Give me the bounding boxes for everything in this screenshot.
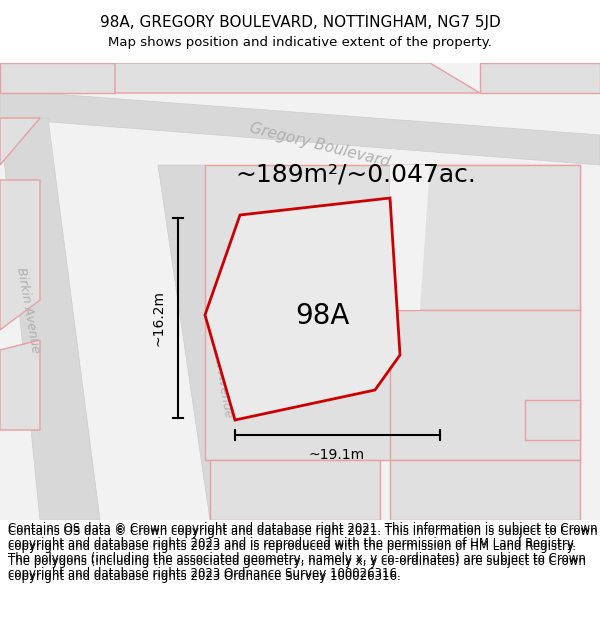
Polygon shape [0,63,115,93]
Polygon shape [525,400,580,440]
Text: ~189m²/~0.047ac.: ~189m²/~0.047ac. [235,163,476,187]
Text: Contains OS data © Crown copyright and database right 2021. This information is : Contains OS data © Crown copyright and d… [8,525,598,583]
Text: 98A, GREGORY BOULEVARD, NOTTINGHAM, NG7 5JD: 98A, GREGORY BOULEVARD, NOTTINGHAM, NG7 … [100,15,500,30]
Text: Kirk Avenue: Kirk Avenue [209,342,235,418]
Text: 98A: 98A [295,301,350,329]
Polygon shape [0,63,600,520]
Polygon shape [0,340,40,430]
Polygon shape [480,63,600,93]
Text: Birkin Avenue: Birkin Avenue [14,266,42,354]
Polygon shape [0,90,600,165]
Polygon shape [0,180,40,330]
Polygon shape [390,165,430,310]
Text: Map shows position and indicative extent of the property.: Map shows position and indicative extent… [108,36,492,49]
Text: ~19.1m: ~19.1m [309,448,365,462]
Polygon shape [390,310,580,460]
Polygon shape [390,460,580,520]
Polygon shape [205,198,400,420]
Bar [0,0,600,63]
Polygon shape [210,460,380,520]
Polygon shape [0,118,100,520]
Polygon shape [115,63,480,93]
Text: Contains OS data © Crown copyright and database right 2021. This information is : Contains OS data © Crown copyright and d… [8,522,598,580]
Polygon shape [0,118,40,165]
Text: ~16.2m: ~16.2m [151,290,165,346]
Polygon shape [205,165,580,460]
Text: Gregory Boulevard: Gregory Boulevard [248,120,392,170]
Polygon shape [158,165,260,520]
Bar [0,520,600,625]
Polygon shape [390,165,580,310]
